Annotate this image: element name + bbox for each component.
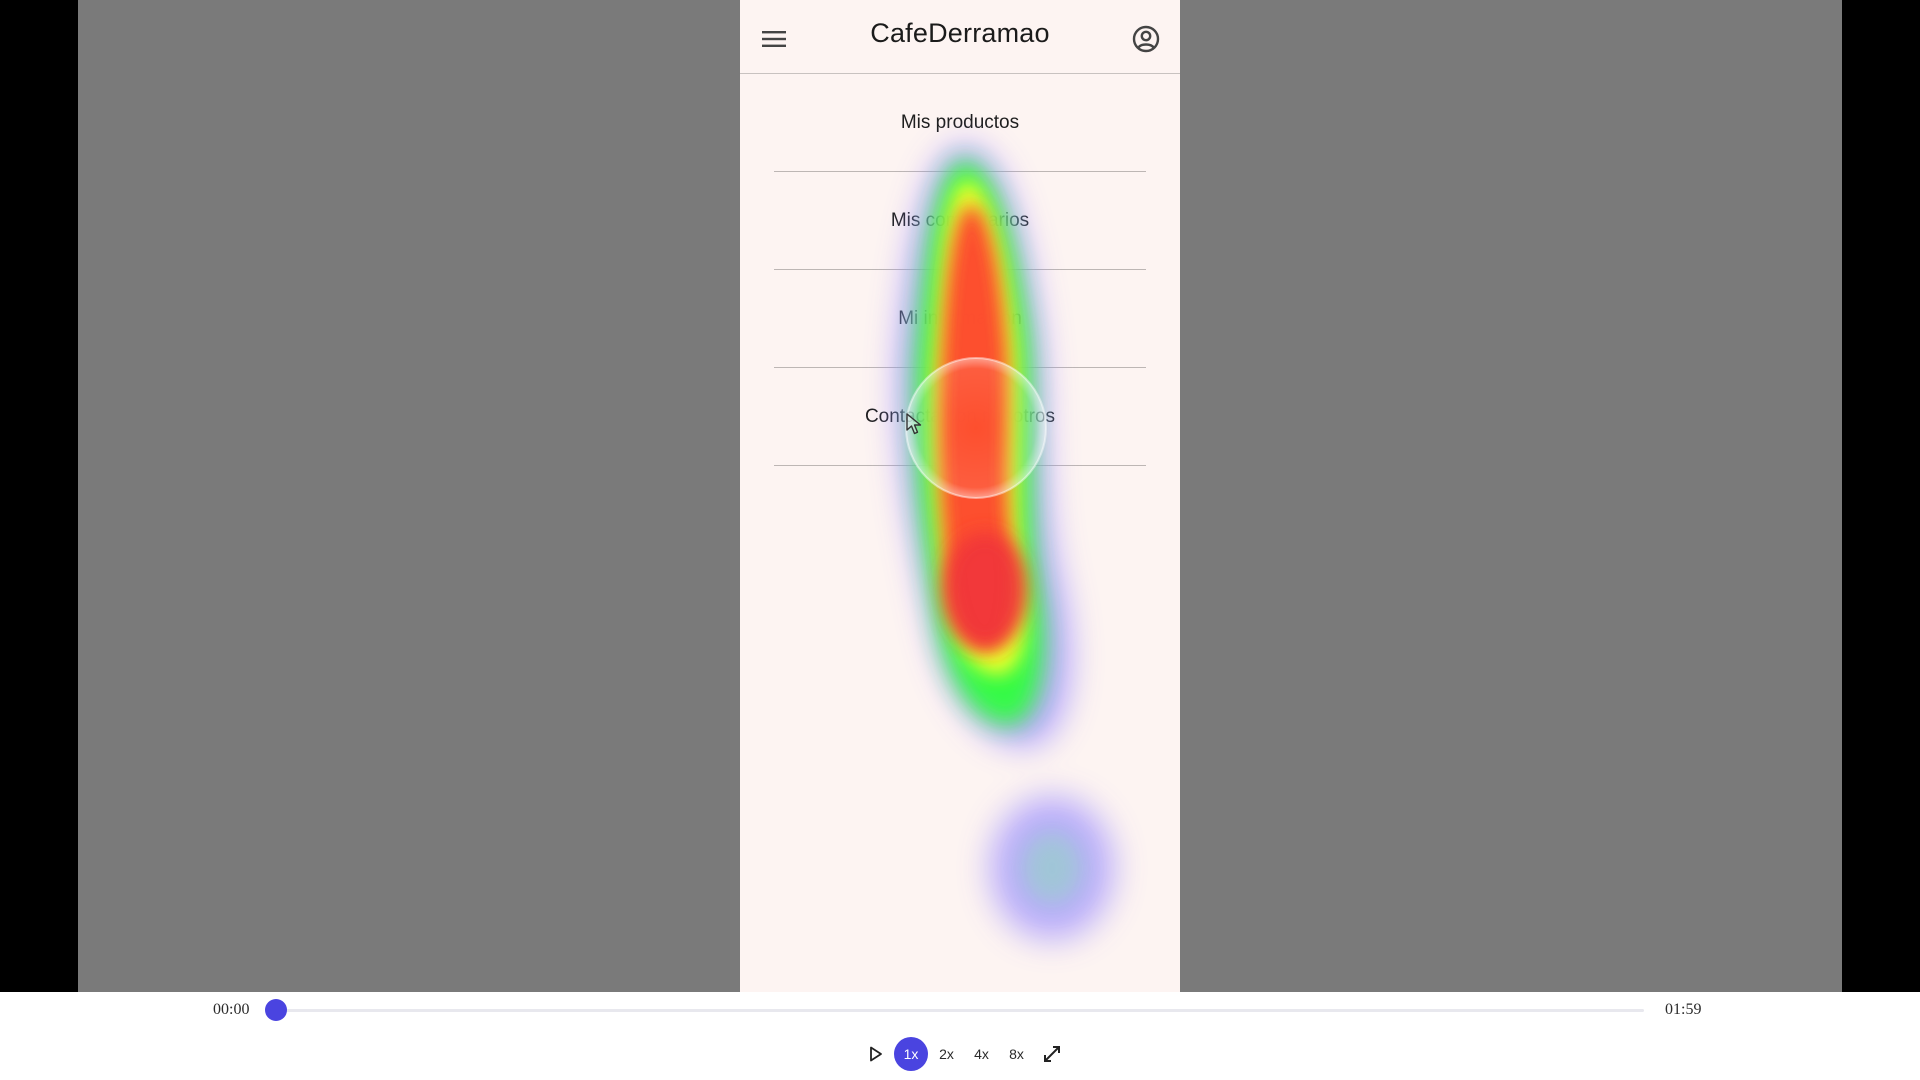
playback-controls: 1x 2x 4x 8x [858, 1037, 1069, 1071]
fullscreen-icon [1043, 1046, 1060, 1062]
fullscreen-button[interactable] [1034, 1037, 1069, 1071]
menu-item-contacta-con-nosotros[interactable]: Contacta con nosotros [774, 368, 1146, 466]
profile-menu-list: Mis productos Mis comentarios Mi informa… [774, 74, 1146, 466]
total-time: 01:59 [1665, 1001, 1702, 1018]
app-title: CafeDerramao [870, 18, 1050, 48]
play-icon [869, 1046, 882, 1062]
progress-thumb[interactable] [265, 999, 287, 1021]
speed-8x-button[interactable]: 8x [1009, 1046, 1024, 1062]
app-header: CafeDerramao [740, 0, 1180, 74]
recording-stage: CafeDerramao Mis productos Mis comentari… [78, 0, 1842, 992]
playback-controls-bar [0, 992, 1920, 1080]
current-time: 00:00 [213, 1001, 250, 1018]
account-circle-icon[interactable] [1132, 25, 1160, 53]
menu-item-mis-productos[interactable]: Mis productos [774, 74, 1146, 172]
mobile-app-frame: CafeDerramao Mis productos Mis comentari… [740, 0, 1180, 992]
speed-2x-button[interactable]: 2x [939, 1046, 954, 1062]
progress-track[interactable] [276, 1009, 1644, 1012]
menu-item-mi-informacion[interactable]: Mi información [774, 270, 1146, 368]
play-button[interactable] [858, 1037, 893, 1071]
menu-item-mis-comentarios[interactable]: Mis comentarios [774, 172, 1146, 270]
hamburger-menu-icon[interactable] [762, 27, 786, 51]
speed-1x-button[interactable]: 1x [894, 1037, 928, 1071]
speed-4x-button[interactable]: 4x [974, 1046, 989, 1062]
